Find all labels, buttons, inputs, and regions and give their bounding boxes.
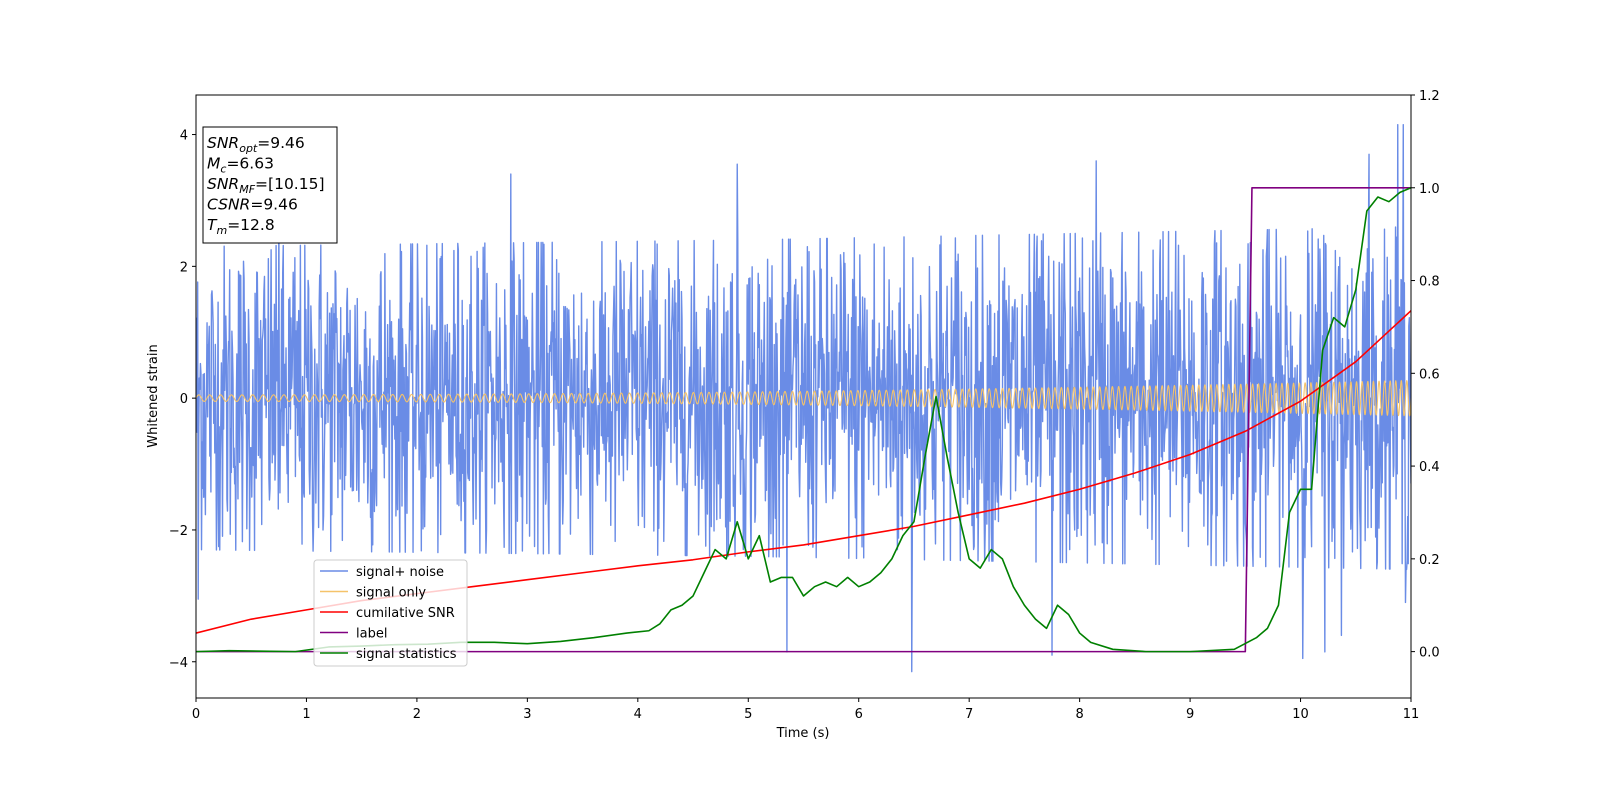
x-axis-label: Time (s): [776, 726, 830, 741]
series-line-label: [196, 186, 1411, 653]
info-line: SNRMF=[10.15]: [207, 175, 325, 196]
y-tick-label-left: −4: [169, 656, 188, 671]
info-line: CSNR=9.46: [207, 196, 298, 214]
legend-label: label: [356, 627, 387, 642]
x-tick-label: 10: [1292, 707, 1309, 722]
legend-label: signal+ noise: [356, 565, 444, 580]
legend: signal+ noise signal only cumilative SNR la…: [313, 559, 468, 667]
x-tick-label: 1: [302, 707, 310, 722]
x-tick-label: 6: [855, 707, 863, 722]
x-tick-label: 3: [523, 707, 531, 722]
axis-layer: 0 1 2 3 4 5 6 7 8 9 10 11 −4 −2 0 2 4 0.0 0.2 0.4 0.6 0.8 1.0 1…: [169, 89, 1440, 722]
x-tick-label: 2: [413, 707, 421, 722]
y-tick-label-left: 2: [180, 260, 188, 275]
legend-item-signal-only: signal only: [320, 586, 426, 601]
legend-item-label: label: [320, 627, 387, 642]
y-tick-label-right: 0.4: [1419, 460, 1440, 475]
y-tick-label-right: 1.2: [1419, 89, 1440, 104]
y-tick-label-right: 1.0: [1419, 182, 1440, 197]
x-tick-label: 4: [634, 707, 642, 722]
series-line-signal-statistics: [196, 187, 1411, 653]
y-axis-label: Whitened strain: [146, 344, 161, 447]
y-tick-label-right: 0.0: [1419, 646, 1440, 661]
y-tick-label-right: 0.2: [1419, 553, 1440, 568]
info-line: Mc=6.63: [207, 155, 274, 176]
plot-frame: [195, 94, 1412, 699]
y-tick-label-left: 4: [180, 129, 188, 144]
x-tick-label: 8: [1075, 707, 1083, 722]
x-tick-label: 9: [1186, 707, 1194, 722]
legend-item-signal-noise: signal+ noise: [320, 565, 444, 580]
x-tick-label: 0: [192, 707, 200, 722]
x-tick-label: 11: [1403, 707, 1420, 722]
legend-item-cumilative-snr: cumilative SNR: [320, 606, 455, 621]
y-tick-label-right: 0.6: [1419, 367, 1440, 382]
y-tick-label-right: 0.8: [1419, 275, 1440, 290]
legend-label: signal statistics: [356, 647, 457, 662]
info-line: SNRopt=9.46: [207, 134, 305, 155]
x-tick-label: 7: [965, 707, 973, 722]
x-tick-label: 5: [744, 707, 752, 722]
series-line-signal-noise: [196, 123, 1411, 673]
legend-item-signal-statistics: signal statistics: [320, 647, 457, 662]
info-box: SNRopt=9.46Mc=6.63SNRMF=[10.15]CSNR=9.46…: [202, 126, 338, 244]
y-tick-label-left: 0: [180, 392, 188, 407]
series-line-signal-only: [196, 380, 1411, 417]
y-tick-label-left: −2: [169, 524, 188, 539]
legend-label: signal only: [356, 586, 426, 601]
info-line: Tm=12.8: [207, 216, 275, 237]
legend-label: cumilative SNR: [356, 606, 455, 621]
